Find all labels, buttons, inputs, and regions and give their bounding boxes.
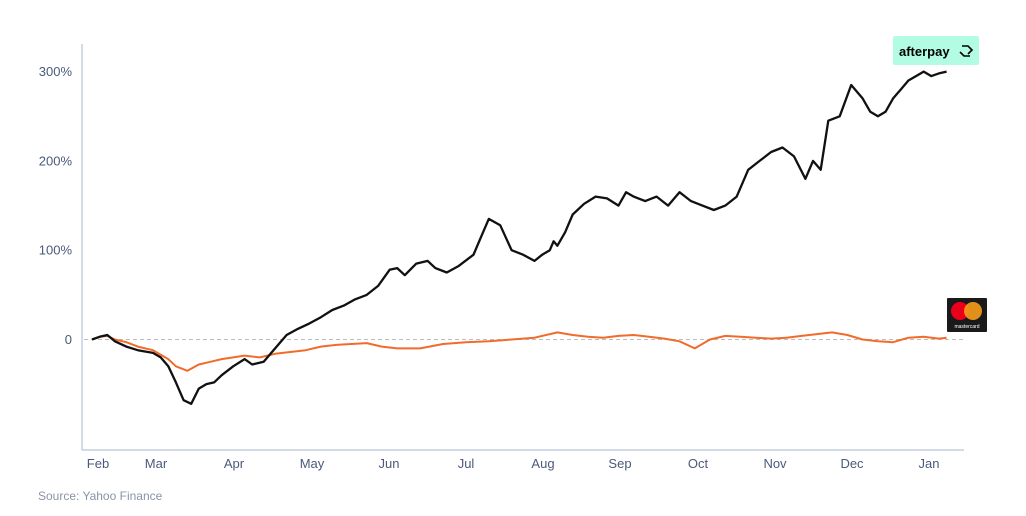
x-tick-label: Sep: [608, 456, 631, 471]
y-tick-label: 100%: [39, 243, 73, 258]
x-tick-label: Dec: [840, 456, 864, 471]
y-tick-label: 300%: [39, 64, 73, 79]
x-tick-label: Nov: [763, 456, 787, 471]
x-tick-label: Jun: [379, 456, 400, 471]
x-tick-label: May: [300, 456, 325, 471]
x-tick-label: Mar: [145, 456, 168, 471]
x-tick-label: Jul: [458, 456, 475, 471]
x-tick-labels: Feb Mar Apr May Jun Jul Aug Sep Oct Nov Dec Jan: [87, 456, 940, 471]
mastercard-logo-text: mastercard: [954, 324, 979, 330]
y-tick-label: 0: [65, 332, 72, 347]
x-tick-label: Oct: [688, 456, 709, 471]
mastercard-orange-circle-icon: [964, 302, 982, 320]
series-lines: [91, 70, 947, 405]
afterpay-logo-text: afterpay: [899, 44, 950, 59]
mastercard-red-circle-icon: [951, 302, 969, 320]
y-tick-label: 200%: [39, 153, 73, 168]
y-tick-labels: 300% 200% 100% 0: [39, 64, 73, 347]
series-line-black: [91, 70, 947, 405]
mastercard-logo: mastercard: [947, 298, 987, 332]
series-line-orange: [91, 331, 947, 372]
x-tick-label: Aug: [531, 456, 554, 471]
x-tick-label: Jan: [919, 456, 940, 471]
x-tick-label: Apr: [224, 456, 245, 471]
source-note: Source: Yahoo Finance: [38, 489, 163, 503]
afterpay-arrows-icon: [959, 45, 974, 57]
x-tick-label: Feb: [87, 456, 109, 471]
afterpay-logo: afterpay: [893, 36, 979, 65]
